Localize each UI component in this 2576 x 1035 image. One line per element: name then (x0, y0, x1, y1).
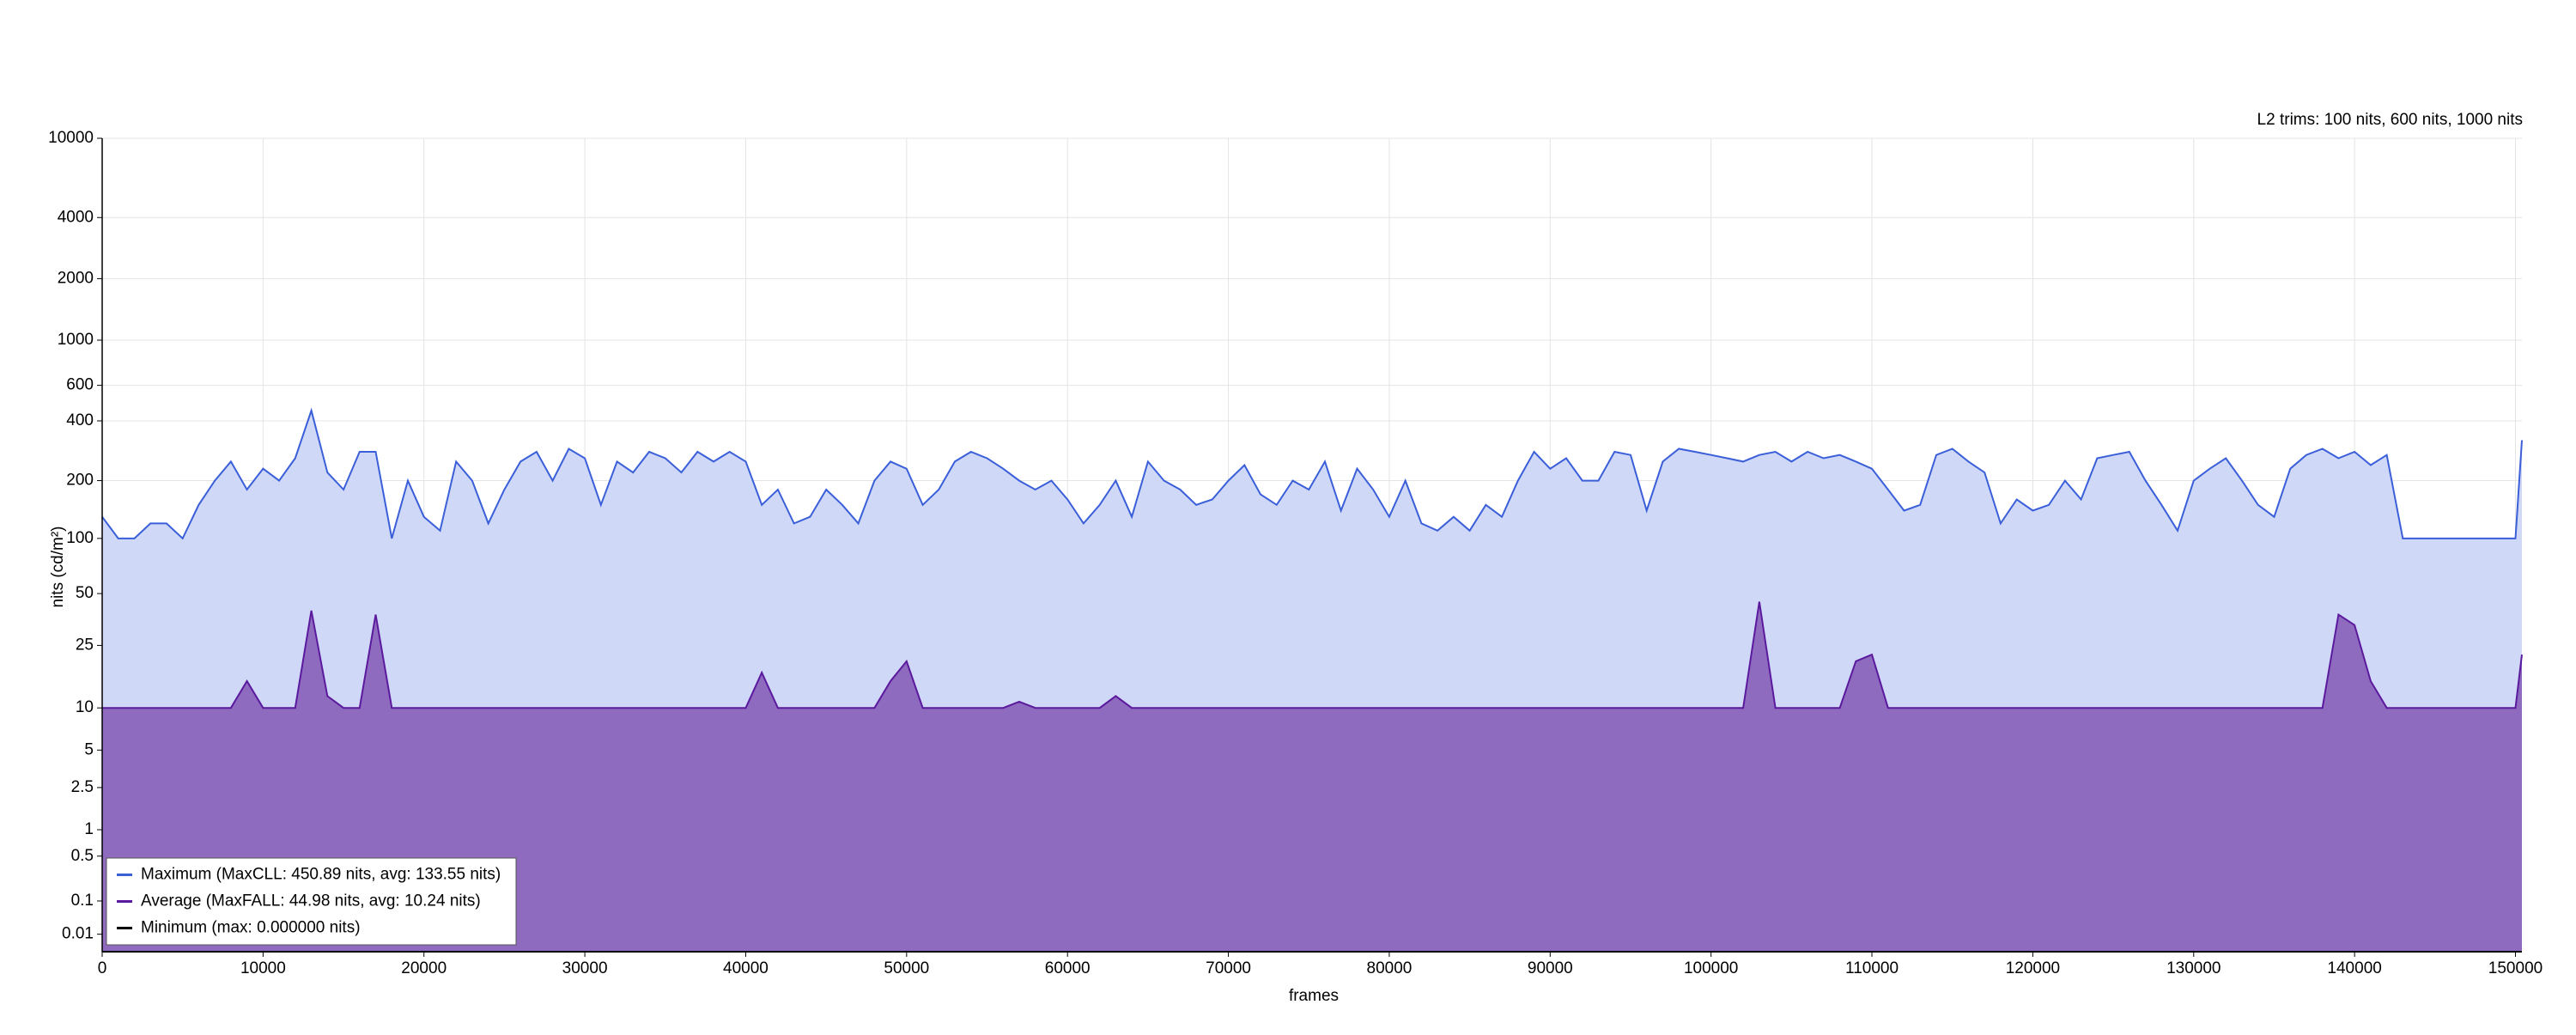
x-tick-label: 0 (98, 959, 107, 977)
x-tick-label: 60000 (1045, 959, 1091, 977)
x-tick-label: 90000 (1528, 959, 1573, 977)
y-axis-label: nits (cd/m²) (49, 527, 67, 608)
y-tick-label: 10 (76, 698, 94, 716)
x-tick-label: 140000 (2327, 959, 2381, 977)
y-tick-label: 0.01 (62, 925, 94, 943)
series-line (101, 407, 2523, 540)
annotation: L2 trims: 100 nits, 600 nits, 1000 nits (2257, 111, 2523, 129)
y-tick-label: 2.5 (71, 778, 94, 796)
y-tick-label: 50 (76, 584, 94, 602)
y-tick-label: 10000 (48, 129, 94, 147)
x-tick-label: 40000 (723, 959, 769, 977)
legend-box (106, 857, 517, 946)
y-tick-label: 1000 (58, 331, 94, 349)
y-tick-label: 1 (84, 820, 94, 838)
y-tick-label: 600 (66, 376, 94, 394)
y-tick-label: 25 (76, 636, 94, 654)
x-tick-label: 150000 (2488, 959, 2543, 977)
series-line (102, 601, 2523, 709)
x-tick-label: 120000 (2006, 959, 2060, 977)
y-tick-label: 100 (66, 529, 94, 547)
legend-label: Maximum (MaxCLL: 450.89 nits, avg: 133.5… (141, 866, 501, 884)
y-tick-label: 4000 (58, 208, 94, 226)
y-tick-label: 200 (66, 472, 94, 490)
x-tick-label: 70000 (1206, 959, 1251, 977)
y-tick-label: 0.1 (71, 892, 94, 910)
y-tick-label: 400 (66, 411, 94, 429)
x-tick-label: 110000 (1845, 959, 1899, 977)
x-tick-label: 20000 (401, 959, 447, 977)
y-tick-label: 5 (84, 740, 94, 758)
x-tick-label: 30000 (562, 959, 608, 977)
y-tick-label: 0.5 (71, 847, 94, 865)
x-tick-label: 100000 (1684, 959, 1738, 977)
y-tick-label: 2000 (58, 269, 94, 287)
legend-label: Average (MaxFALL: 44.98 nits, avg: 10.24… (141, 892, 481, 910)
x-tick-label: 80000 (1367, 959, 1413, 977)
series-area (102, 601, 2522, 952)
legend-label: Minimum (max: 0.000000 nits) (141, 919, 361, 937)
x-tick-label: 50000 (884, 959, 929, 977)
x-tick-label: 10000 (240, 959, 286, 977)
x-axis-label: frames (1289, 987, 1339, 1005)
x-tick-label: 130000 (2166, 959, 2221, 977)
